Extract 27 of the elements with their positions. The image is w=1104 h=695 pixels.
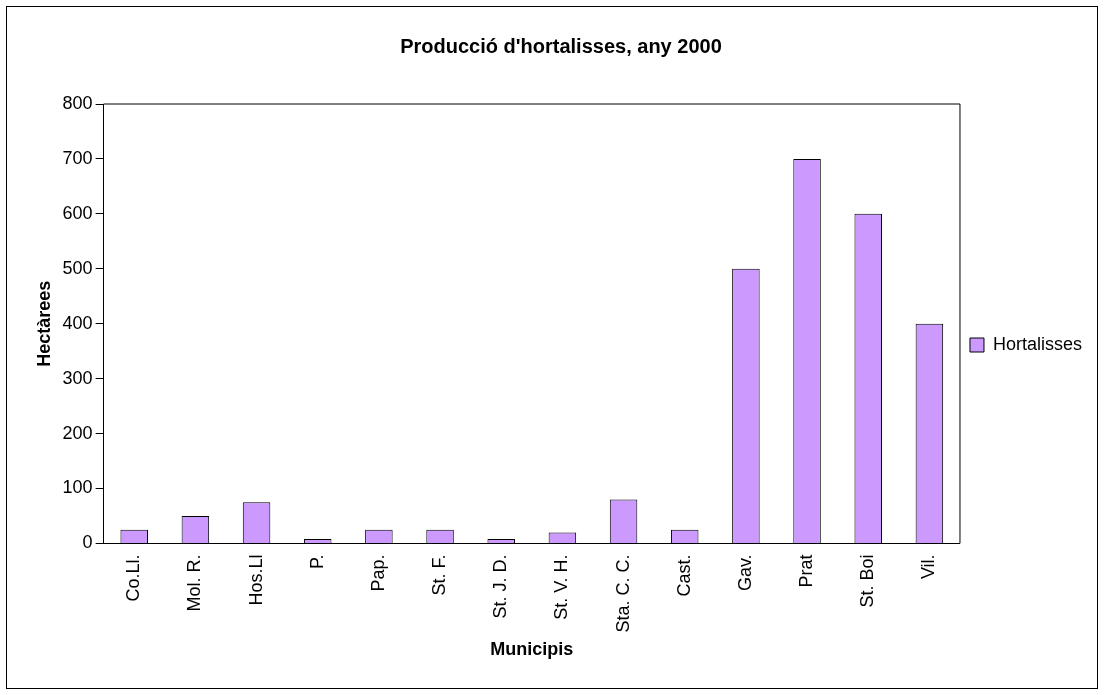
x-tick-label: Gav.	[734, 554, 755, 592]
y-axis-title: Hectàrees	[33, 280, 54, 367]
legend-label: Hortalisses	[992, 333, 1083, 354]
x-tick-label: St. V. H.	[551, 554, 572, 620]
x-tick-label: St. Boi	[857, 554, 878, 608]
chart-title: Producció d'hortalisses, any 2000	[400, 34, 722, 57]
x-tick-label: St. J. D.	[490, 554, 511, 619]
y-tick-label: 800	[62, 92, 93, 113]
x-axis-title: Municipis	[490, 639, 574, 660]
x-tick-label: Hos.Ll	[245, 554, 266, 606]
y-tick-label: 700	[62, 147, 93, 168]
x-tick-label: Prat	[796, 554, 817, 588]
x-tick-label: Pap.	[367, 554, 388, 592]
y-tick-label: 0	[82, 532, 93, 553]
y-tick-label: 500	[62, 257, 93, 278]
x-tick-label: Cast.	[673, 554, 694, 597]
y-tick-label: 400	[62, 312, 93, 333]
y-tick-label: 300	[62, 367, 93, 388]
y-tick-label: 600	[62, 202, 93, 223]
x-tick-label: Vil.	[918, 554, 939, 580]
y-tick-label: 100	[62, 477, 93, 498]
x-tick-label: Mol. R.	[184, 554, 205, 612]
x-tick-label: P.	[306, 554, 327, 570]
y-tick-label: 200	[62, 422, 93, 443]
x-tick-label: St. F.	[429, 554, 450, 596]
x-tick-label: Co.Ll.	[123, 554, 144, 602]
x-tick-label: Sta. C. C.	[612, 554, 633, 633]
